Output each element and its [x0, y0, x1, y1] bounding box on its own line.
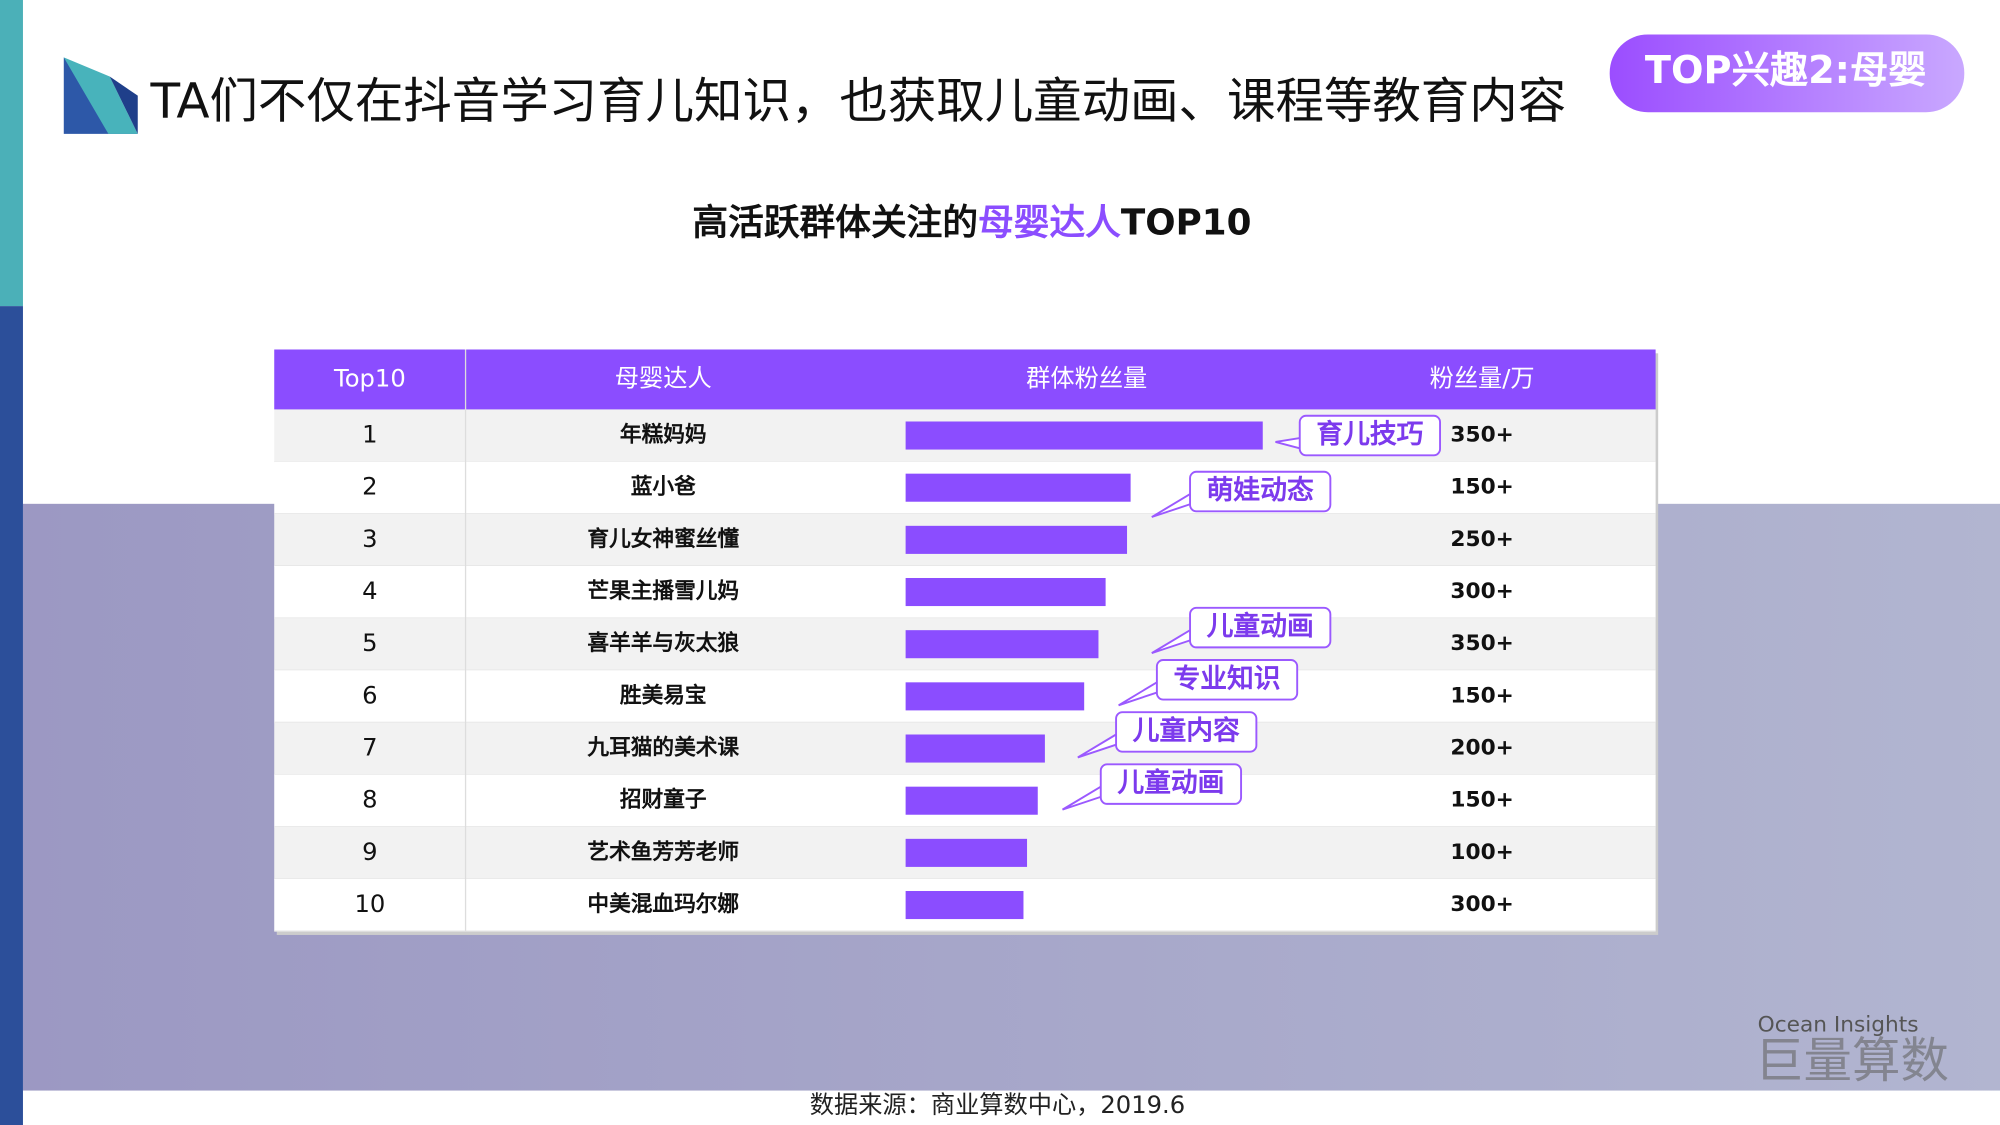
column-header: 群体粉丝量: [1026, 364, 1147, 392]
logo: [63, 57, 138, 134]
bar: [905, 525, 1128, 554]
tag-pointer: [1275, 437, 1300, 450]
badge: [1609, 34, 1965, 113]
influencer-name: 芒果主播雪儿妈: [587, 578, 739, 604]
influencer-name: 喜羊羊与灰太狼: [587, 630, 739, 656]
influencer-name: 中美混血玛尔娜: [587, 891, 739, 917]
tag-box: [1189, 606, 1332, 649]
tag-pointer: [1151, 629, 1191, 655]
tag-text: 儿童动画: [1207, 610, 1314, 642]
rank: 9: [362, 838, 377, 866]
fan-count: 300+: [1450, 892, 1513, 917]
rank: 10: [354, 890, 385, 918]
fan-count: 150+: [1450, 475, 1513, 500]
tag-text: 育儿技巧: [1316, 418, 1423, 450]
slide-title: TA们不仅在抖音学习育儿知识，也获取儿童动画、课程等教育内容: [150, 74, 1567, 130]
tag-box: [1189, 470, 1332, 513]
tag-text: 儿童动画: [1117, 767, 1224, 799]
influencer-name: 蓝小爸: [631, 474, 696, 500]
fan-count: 150+: [1450, 788, 1513, 813]
tag-box: [1298, 414, 1442, 457]
source: 数据来源：商业算数中心，2019.6: [810, 1091, 1185, 1119]
side-strip: [0, 0, 23, 307]
column-header: 母婴达人: [615, 364, 712, 392]
rank: 6: [362, 681, 377, 709]
tag-box: [1155, 659, 1299, 701]
rank: 1: [362, 421, 377, 449]
bar: [905, 577, 1106, 607]
rank: 3: [362, 525, 377, 553]
tag-pointer: [1118, 681, 1158, 707]
bar: [905, 473, 1131, 502]
tag-pointer: [1151, 493, 1191, 518]
fan-count: 200+: [1450, 736, 1513, 761]
influencer-name: 艺术鱼芳芳老师: [587, 839, 739, 865]
table-title: 高活跃群体关注的母婴达人TOP10: [692, 202, 1251, 243]
fan-count: 150+: [1450, 683, 1513, 708]
title-part: 高活跃群体关注的: [692, 202, 978, 243]
influencer-name: 胜美易宝: [620, 682, 707, 708]
watermark-cn: 巨量算数: [1755, 1033, 1949, 1089]
tag-pointer: [1062, 785, 1102, 811]
fan-count: 300+: [1450, 579, 1513, 604]
bar: [905, 682, 1085, 711]
fan-count: 100+: [1450, 840, 1513, 865]
tag-text: 专业知识: [1174, 663, 1281, 694]
bar: [905, 421, 1263, 450]
rank: 4: [362, 577, 377, 605]
influencer-name: 九耳猫的美术课: [586, 735, 739, 761]
bar: [905, 838, 1028, 867]
rank: 7: [362, 734, 377, 762]
bar: [905, 734, 1045, 763]
tag-text: 儿童内容: [1133, 714, 1240, 746]
bar: [905, 630, 1099, 659]
tag-pointer: [1077, 733, 1117, 759]
influencer-name: 年糕妈妈: [620, 422, 707, 448]
rank: 2: [362, 473, 377, 501]
fan-count: 350+: [1450, 423, 1513, 448]
tag-text: 萌娃动态: [1207, 475, 1314, 506]
fan-count: 250+: [1450, 527, 1513, 552]
badge-text: TOP兴趣2:母婴: [1645, 48, 1927, 93]
influencer-name: 育儿女神蜜丝懂: [587, 526, 739, 552]
header-row: [274, 349, 1656, 410]
watermark-en: Ocean Insights: [1758, 1013, 1919, 1038]
influencer-name: 招财童子: [620, 787, 707, 813]
title-part: 母婴达人: [978, 202, 1121, 243]
rank: 8: [362, 786, 377, 814]
tag-box: [1115, 711, 1258, 753]
column-header: 粉丝量/万: [1430, 364, 1535, 392]
side-strip: [0, 306, 23, 1125]
bar: [905, 891, 1024, 920]
rank: 5: [362, 629, 377, 657]
tag-box: [1099, 763, 1243, 805]
table: Top10 母婴达人 群体粉丝量 粉丝量/万 1 年糕妈妈 350+ 2 蓝小爸 150+ 3 育儿女…: [274, 349, 1659, 935]
title-part: TOP10: [1121, 202, 1252, 243]
column-header: Top10: [333, 364, 406, 392]
bar: [905, 786, 1038, 815]
fan-count: 350+: [1450, 631, 1513, 656]
